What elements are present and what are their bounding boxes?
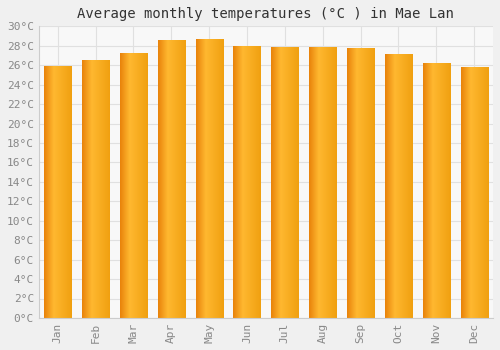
Title: Average monthly temperatures (°C ) in Mae Lan: Average monthly temperatures (°C ) in Ma… xyxy=(78,7,454,21)
